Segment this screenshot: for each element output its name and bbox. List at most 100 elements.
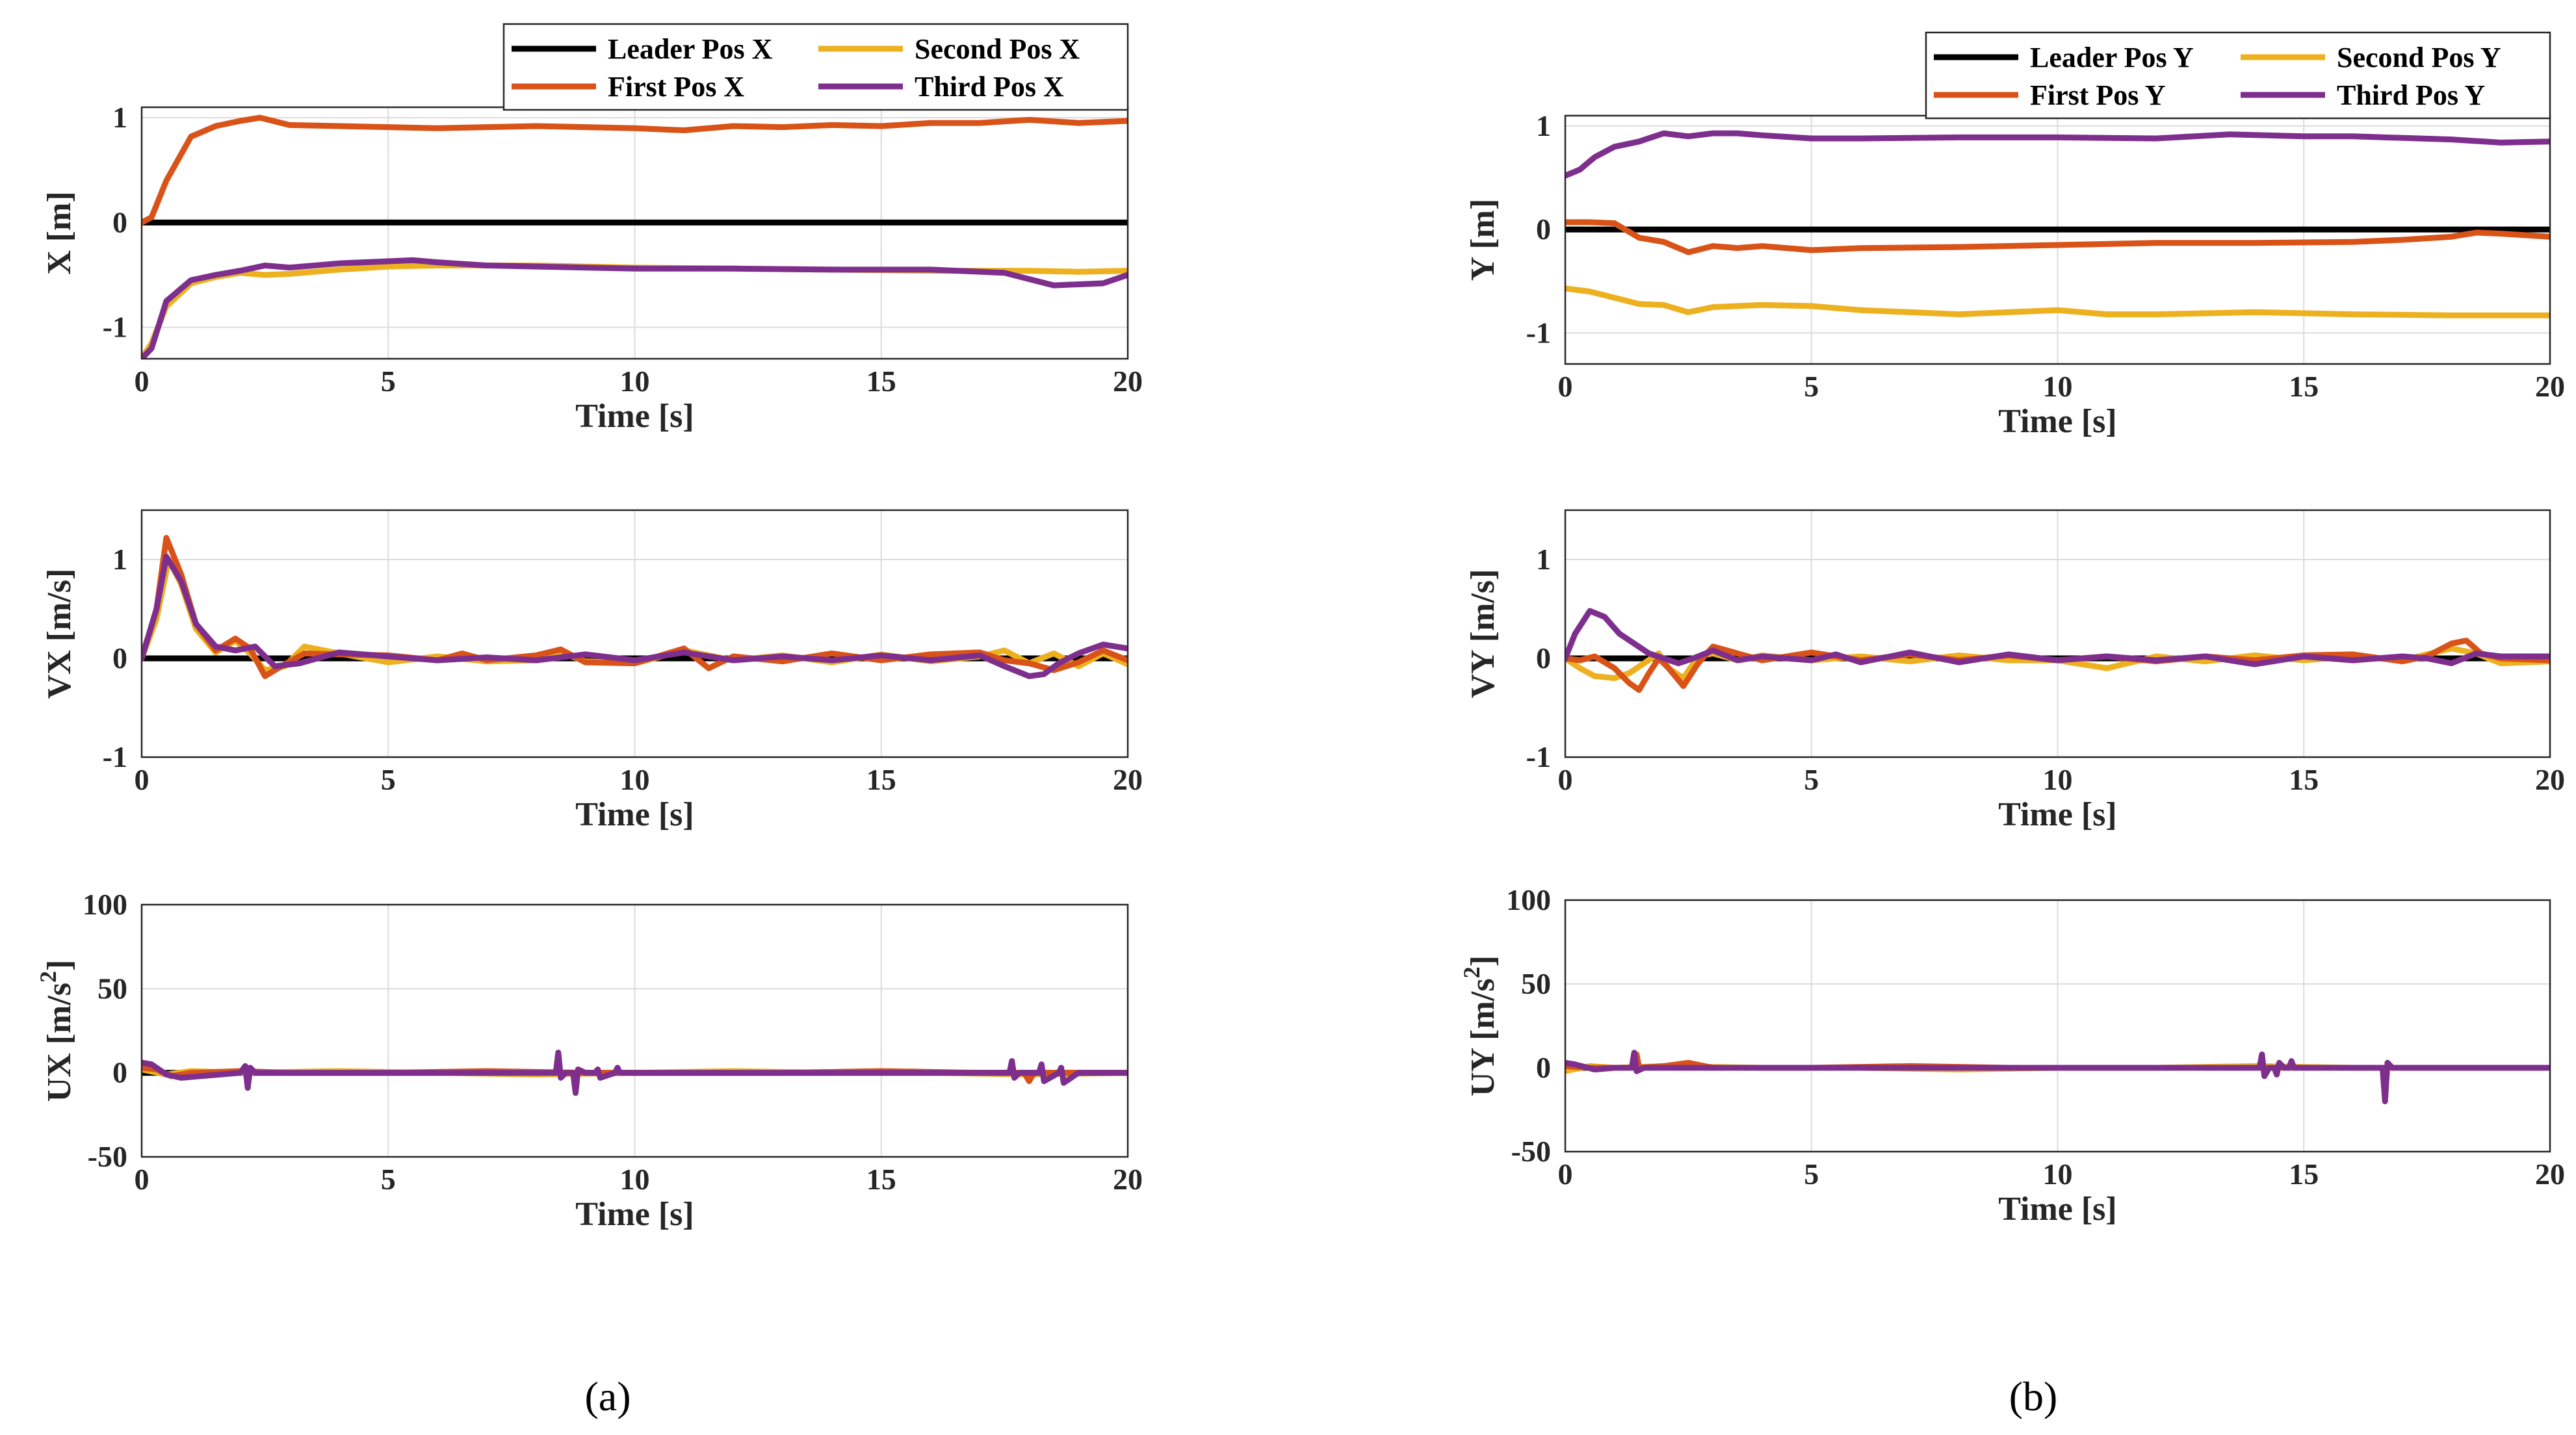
legend-entry: First Pos X [608, 71, 744, 103]
legend-entry: First Pos Y [2030, 79, 2166, 111]
y-tick-label: -50 [88, 1140, 127, 1173]
legend-entry: Third Pos X [915, 71, 1064, 103]
x-axis-label: Time [s] [1998, 796, 2116, 833]
axes-frame [1564, 509, 2551, 758]
x-tick-label: 15 [2289, 763, 2319, 796]
x-tick-label: 0 [135, 763, 150, 796]
legend: Leader Pos X Second Pos X First Pos X Third… [502, 23, 1129, 111]
x-tick-label: 10 [2043, 1157, 2073, 1191]
y-tick-label: 0 [1536, 641, 1551, 675]
x-tick-label: 5 [1804, 763, 1819, 796]
y-axis-label-text: UY [m/s [1464, 978, 1502, 1096]
x-tick-label: 15 [2289, 1157, 2319, 1191]
y-tick-label: 50 [98, 972, 127, 1005]
y-tick-label: 1 [112, 543, 127, 576]
y-tick-label: 100 [83, 888, 127, 921]
x-tick-label: 5 [1804, 370, 1819, 403]
x-axis-label: Time [s] [1998, 1191, 2116, 1228]
y-axis-label: VX [m/s] [41, 569, 78, 699]
x-tick-label: 10 [2043, 370, 2073, 403]
y-tick-label: -1 [1526, 740, 1551, 773]
y-axis-label-tail: ] [41, 960, 78, 971]
subfigure-caption-b: (b) [2009, 1373, 2058, 1419]
x-tick-label: 0 [135, 1163, 150, 1196]
y-tick-label: 0 [112, 1056, 127, 1089]
series-line-first [1565, 219, 2550, 255]
x-tick-label: 15 [866, 763, 896, 796]
y-axis-label-text: X [m] [41, 191, 78, 275]
legend-entry: Third Pos Y [2337, 79, 2485, 111]
subfigure-caption-a: (a) [584, 1373, 631, 1419]
y-tick-label: -1 [1526, 316, 1551, 349]
y-tick-label: -1 [103, 311, 127, 344]
y-tick-label: 0 [1536, 213, 1551, 246]
y-axis-label-text: VY [m/s] [1464, 569, 1502, 699]
axes-frame [140, 509, 1129, 758]
y-tick-label: 0 [112, 641, 127, 675]
x-axis-label: Time [s] [575, 1196, 694, 1233]
y-axis-label: Y [m] [1464, 199, 1502, 281]
x-tick-label: 15 [866, 1163, 896, 1196]
x-axis-label: Time [s] [1998, 403, 2116, 440]
x-tick-label: 5 [381, 1163, 396, 1196]
legend-entry: Leader Pos X [608, 33, 773, 65]
legend: Leader Pos Y Second Pos Y First Pos Y Third… [1925, 31, 2551, 120]
x-tick-label: 20 [2535, 370, 2565, 403]
y-axis-label: VY [m/s] [1464, 569, 1502, 699]
series-group [142, 535, 1128, 679]
y-axis-label: UY [m/s2] [1459, 955, 1502, 1096]
x-axis-label: Time [s] [575, 398, 694, 435]
x-tick-label: 10 [620, 763, 650, 796]
series-line-third [1565, 130, 2550, 179]
x-tick-label: 0 [1558, 763, 1573, 796]
y-tick-label: 0 [1536, 1051, 1551, 1084]
x-tick-label: 20 [1113, 365, 1143, 398]
y-tick-label: 1 [1536, 543, 1551, 576]
x-tick-label: 0 [1558, 370, 1573, 403]
series-line-third [142, 1050, 1128, 1096]
x-tick-label: 15 [2289, 370, 2319, 403]
legend-entry: Second Pos X [915, 33, 1080, 65]
y-axis-label-text: VX [m/s] [41, 569, 78, 699]
y-axis-label-superscript: 2 [1459, 966, 1485, 978]
series-group [142, 114, 1128, 359]
x-tick-label: 10 [620, 365, 650, 398]
x-tick-label: 0 [1558, 1157, 1573, 1191]
legend-box [1925, 31, 2551, 120]
series-line-second [1565, 285, 2550, 318]
y-tick-label: -50 [1511, 1135, 1551, 1168]
x-tick-label: 5 [1804, 1157, 1819, 1191]
y-axis-label: UX [m/s2] [35, 960, 78, 1102]
series-line-first [142, 114, 1128, 226]
y-tick-label: 0 [112, 205, 127, 239]
series-group [1565, 1050, 2550, 1105]
x-axis-label: Time [s] [575, 796, 694, 833]
series-group [142, 1050, 1128, 1096]
y-tick-label: 50 [1521, 967, 1551, 1000]
y-tick-label: 1 [1536, 109, 1551, 142]
x-tick-label: 10 [620, 1163, 650, 1196]
x-tick-label: 0 [135, 365, 150, 398]
series-group [1565, 130, 2550, 318]
series-line-third [142, 553, 1128, 679]
legend-entry: Second Pos Y [2337, 42, 2501, 73]
y-axis-label-tail: ] [1464, 955, 1502, 966]
axes-frame [1564, 899, 2551, 1153]
y-axis-label-text: Y [m] [1464, 199, 1502, 281]
x-tick-label: 20 [1113, 763, 1143, 796]
series-line-third [1565, 1050, 2550, 1105]
legend-entry: Leader Pos Y [2030, 42, 2194, 73]
y-axis-label-text: UX [m/s [41, 983, 78, 1102]
series-group [1565, 608, 2550, 693]
series-line-first [142, 535, 1128, 679]
legend-box [502, 23, 1129, 111]
y-tick-label: 100 [1506, 883, 1551, 916]
y-axis-label: X [m] [41, 191, 78, 275]
